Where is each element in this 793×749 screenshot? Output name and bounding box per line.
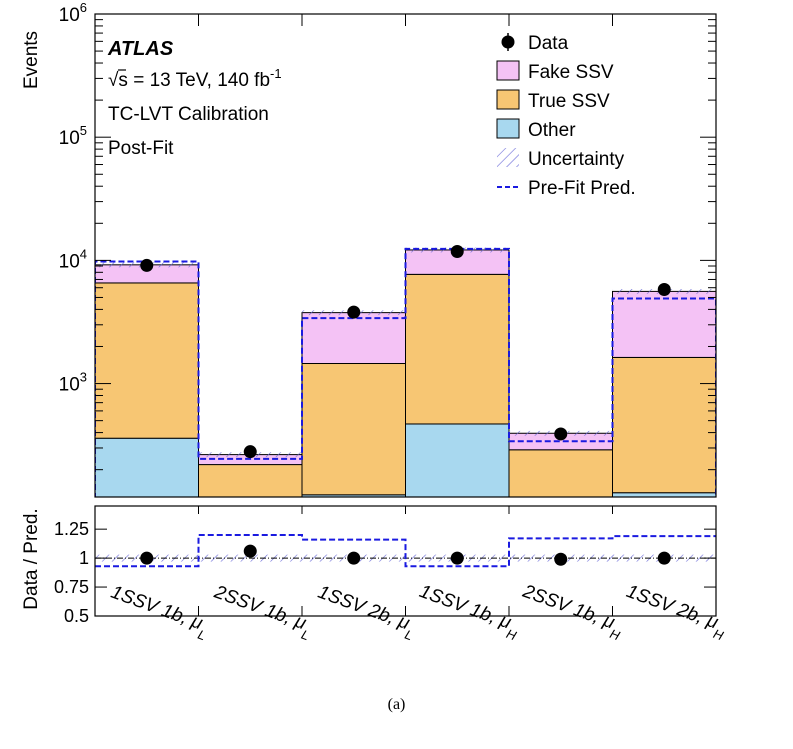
legend: Data Fake SSV True SSV Other Uncertainty Pre-… xyxy=(496,33,636,199)
bar-other xyxy=(405,423,510,497)
y-tick-label-exp: 4 xyxy=(80,246,87,261)
data-point xyxy=(554,427,568,441)
x-category-main: 1SSV 2b, μ xyxy=(315,582,413,635)
y-tick-label: 105 xyxy=(59,123,87,149)
y-tick-label-base: 10 xyxy=(59,128,80,149)
y-tick-label: 106 xyxy=(59,0,87,26)
experiment-label: ATLAS xyxy=(107,38,174,60)
data-point xyxy=(347,305,361,319)
x-category-text: 2SSV 1b, μL xyxy=(208,581,315,643)
legend-other-swatch xyxy=(496,118,520,139)
ratio-data-point xyxy=(140,551,154,565)
y-tick-label-base: 10 xyxy=(59,375,80,396)
main-panel xyxy=(95,245,716,497)
y-tick-label-exp: 3 xyxy=(80,370,87,385)
figure-caption: (a) xyxy=(387,696,406,713)
bar-true-ssv xyxy=(508,449,613,497)
x-category-sub: L xyxy=(299,627,311,644)
x-category-text: 1SSV 2b, μL xyxy=(313,582,420,644)
y-tick-label-base: 10 xyxy=(59,5,80,26)
y-axis-title: Events xyxy=(21,31,42,89)
ratio-tick-label: 0.75 xyxy=(54,577,89,597)
x-category-main: 1SSV 1b, μ xyxy=(108,582,206,635)
x-category-main: 1SSV 1b, μ xyxy=(417,581,515,634)
data-point xyxy=(450,245,464,259)
x-category-label: 1SSV 2b, μL xyxy=(313,582,420,644)
x-category-label: 1SSV 1b, μL xyxy=(106,582,213,644)
data-point xyxy=(243,445,257,459)
x-category-main: 1SSV 2b, μ xyxy=(624,581,722,634)
bar-true-ssv xyxy=(612,356,716,494)
legend-fake_ssv-swatch xyxy=(496,60,520,81)
y-tick-label: 103 xyxy=(59,370,87,396)
legend-label-fake_ssv: Fake SSV xyxy=(528,62,614,83)
x-category-label: 1SSV 2b, μH xyxy=(621,581,730,644)
data-point xyxy=(657,283,671,297)
prefit-line xyxy=(95,247,716,497)
energy-label-exp: -1 xyxy=(270,66,282,81)
ratio-tick-label: 1 xyxy=(79,548,89,568)
y-tick-label-exp: 5 xyxy=(80,123,87,138)
x-category-text: 2SSV 1b, μH xyxy=(517,581,627,644)
ratio-axis-title: Data / Pred. xyxy=(21,508,42,609)
x-category-label: 1SSV 1b, μH xyxy=(414,581,523,644)
x-category-main: 2SSV 1b, μ xyxy=(211,581,310,634)
y-tick-label-base: 10 xyxy=(59,251,80,272)
ratio-panel xyxy=(95,533,716,568)
bar-true-ssv xyxy=(198,464,303,497)
ratio-data-point xyxy=(243,544,257,558)
y-tick-label: 104 xyxy=(59,246,87,272)
ratio-tick-label: 1.25 xyxy=(54,519,89,539)
x-category-label: 2SSV 1b, μH xyxy=(517,581,627,644)
energy-label: √s = 13 TeV, 140 fb-1 xyxy=(108,66,282,91)
ratio-data-point xyxy=(657,551,671,565)
x-category-sub: L xyxy=(196,627,208,644)
bar-true-ssv xyxy=(95,282,199,439)
bar-other xyxy=(612,492,716,497)
ratio-tick-label: 0.5 xyxy=(64,606,89,626)
bar-other xyxy=(95,437,199,497)
bar-true-ssv xyxy=(405,273,510,425)
legend-true_ssv-swatch xyxy=(496,89,520,110)
data-point xyxy=(140,258,154,272)
x-category-sub: L xyxy=(403,627,415,644)
legend-label-other: Other xyxy=(528,120,576,141)
legend-uncertainty-swatch xyxy=(497,148,519,167)
annotation-calibration: TC-LVT Calibration xyxy=(108,104,269,125)
y-tick-label-exp: 6 xyxy=(80,0,87,15)
ratio-data-point xyxy=(554,552,568,566)
x-category-text: 1SSV 1b, μL xyxy=(106,582,213,644)
bar-true-ssv xyxy=(301,363,406,496)
x-category-main: 2SSV 1b, μ xyxy=(519,581,618,634)
x-category-text: 1SSV 2b, μH xyxy=(621,581,730,644)
annotation-postfit: Post-Fit xyxy=(108,138,174,159)
ratio-data-point xyxy=(347,551,361,565)
ratio-data-point xyxy=(450,551,464,565)
legend-label-uncertainty: Uncertainty xyxy=(528,149,625,170)
ratio-prefit-line xyxy=(95,533,716,568)
legend-label-true_ssv: True SSV xyxy=(528,91,610,112)
bar-fake-ssv xyxy=(612,290,716,358)
bar-fake-ssv xyxy=(301,312,406,365)
x-category-label: 2SSV 1b, μL xyxy=(208,581,315,643)
energy-label-main: √s = 13 TeV, 140 fb xyxy=(108,70,270,91)
x-category-text: 1SSV 1b, μH xyxy=(414,581,523,644)
legend-label-prefit: Pre-Fit Pred. xyxy=(528,178,636,199)
legend-label-data: Data xyxy=(528,33,569,54)
